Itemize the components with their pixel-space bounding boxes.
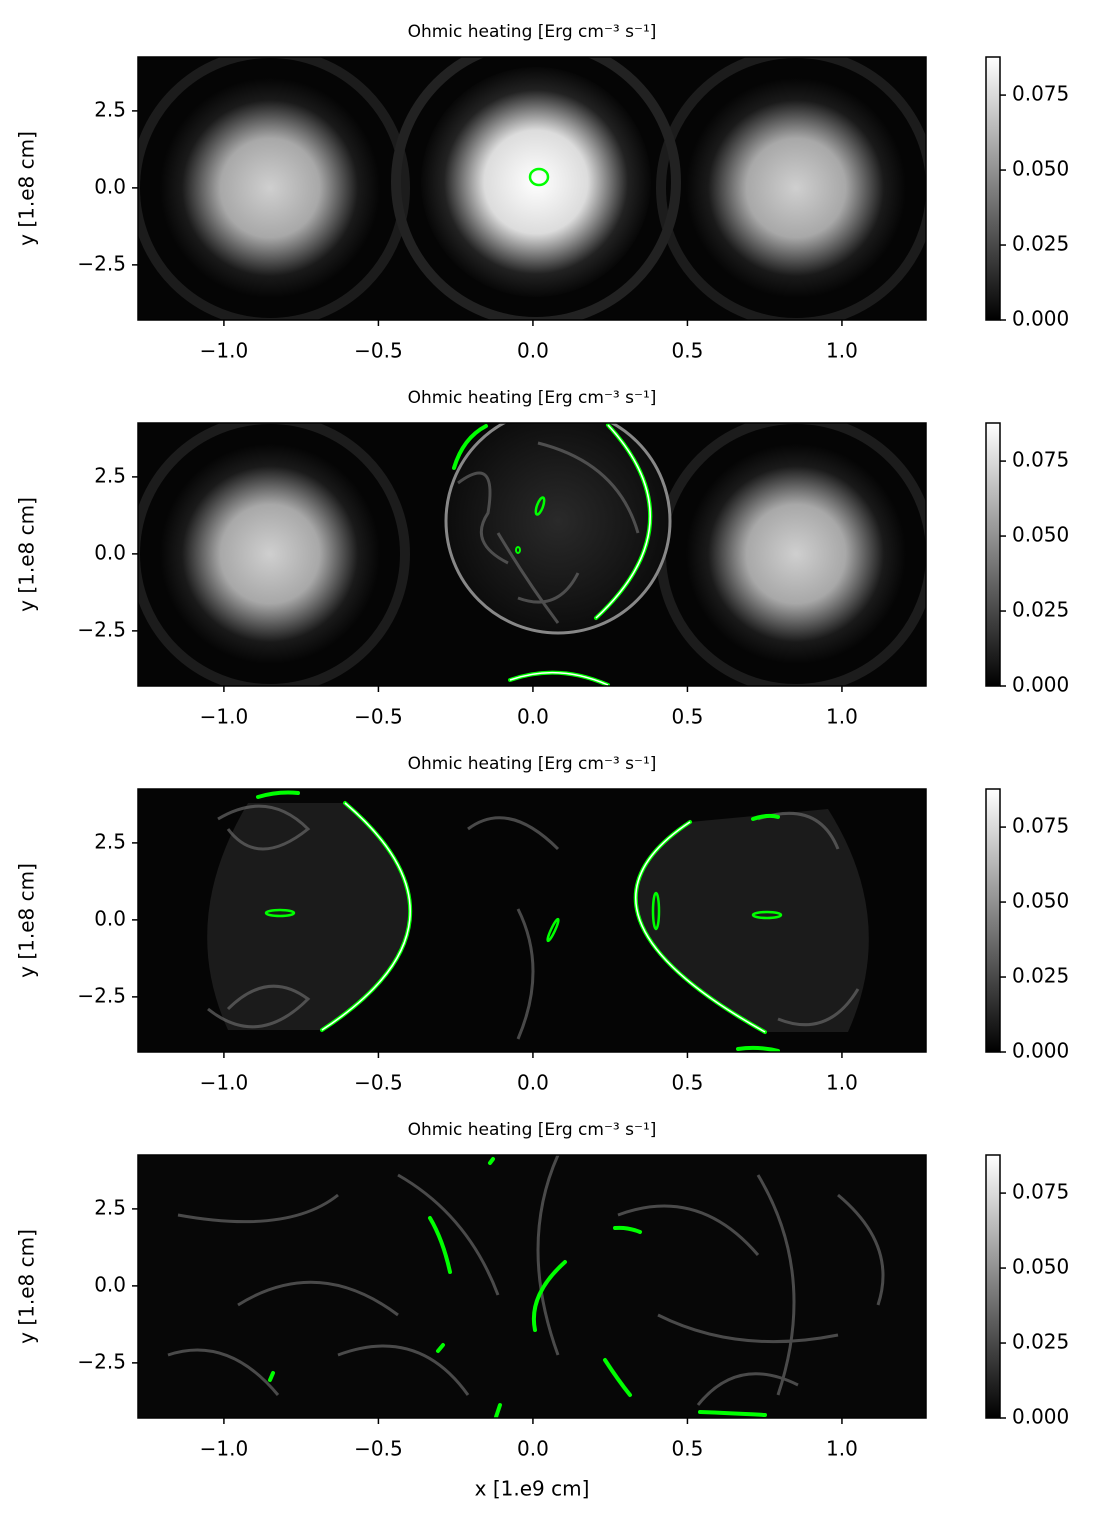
x-tick-label: 0.5	[672, 1437, 704, 1461]
colorbar-tick-label: 0.075	[1012, 1180, 1069, 1204]
x-tick-label: 0.5	[672, 339, 704, 363]
field-image	[138, 789, 926, 1052]
y-tick-label: −2.5	[77, 251, 126, 275]
colorbar-tick-label: 0.025	[1012, 1330, 1069, 1354]
x-tick-label: 1.0	[826, 1071, 858, 1095]
x-tick-label: 0.0	[517, 1071, 549, 1095]
y-tick-label: 2.5	[94, 97, 126, 121]
colorbar-tick-label: 0.050	[1012, 889, 1069, 913]
colorbar-tick-label: 0.000	[1012, 1039, 1069, 1063]
colorbar-tick-label: 0.025	[1012, 232, 1069, 256]
colorbar-tick-label: 0.025	[1012, 598, 1069, 622]
colorbar-tick-label: 0.050	[1012, 1255, 1069, 1279]
y-tick-label: 2.5	[94, 463, 126, 487]
chart-title: Ohmic heating [Erg cm⁻³ s⁻¹]	[408, 754, 657, 774]
y-tick-label: 0.0	[94, 540, 126, 564]
colorbar	[985, 422, 1001, 687]
field-image	[138, 1155, 926, 1418]
x-tick-label: −0.5	[354, 1071, 403, 1095]
field-image	[138, 57, 926, 320]
colorbar-tick-label: 0.075	[1012, 82, 1069, 106]
colorbar-tick-label: 0.050	[1012, 157, 1069, 181]
y-axis-label: y [1.e8 cm]	[15, 863, 39, 978]
x-tick-label: −0.5	[354, 339, 403, 363]
x-tick-label: 0.0	[517, 1437, 549, 1461]
chart-title: Ohmic heating [Erg cm⁻³ s⁻¹]	[408, 1120, 657, 1140]
colorbar-tick-label: 0.025	[1012, 964, 1069, 988]
colorbar-tick-label: 0.000	[1012, 307, 1069, 331]
x-tick-label: −0.5	[354, 1437, 403, 1461]
x-tick-label: −0.5	[354, 705, 403, 729]
x-tick-label: 1.0	[826, 705, 858, 729]
field-image	[138, 423, 926, 686]
colorbar	[985, 56, 1001, 321]
x-tick-label: 1.0	[826, 339, 858, 363]
y-tick-label: −2.5	[77, 1349, 126, 1373]
y-tick-label: 2.5	[94, 1195, 126, 1219]
chart-title: Ohmic heating [Erg cm⁻³ s⁻¹]	[408, 22, 657, 42]
y-axis-label: y [1.e8 cm]	[15, 1229, 39, 1344]
y-tick-label: 0.0	[94, 906, 126, 930]
y-axis-label: y [1.e8 cm]	[15, 497, 39, 612]
x-tick-label: 1.0	[826, 1437, 858, 1461]
x-tick-label: 0.5	[672, 1071, 704, 1095]
x-tick-label: 0.0	[517, 705, 549, 729]
chart-title: Ohmic heating [Erg cm⁻³ s⁻¹]	[408, 388, 657, 408]
colorbar-tick-label: 0.050	[1012, 523, 1069, 547]
colorbar-tick-label: 0.075	[1012, 448, 1069, 472]
colorbar-tick-label: 0.075	[1012, 814, 1069, 838]
colorbar	[985, 788, 1001, 1053]
colorbar	[985, 1154, 1001, 1419]
x-axis-label: x [1.e9 cm]	[475, 1477, 590, 1501]
y-tick-label: 2.5	[94, 829, 126, 853]
y-tick-label: −2.5	[77, 617, 126, 641]
x-tick-label: −1.0	[200, 1437, 249, 1461]
colorbar-tick-label: 0.000	[1012, 673, 1069, 697]
x-tick-label: −1.0	[200, 705, 249, 729]
x-tick-label: 0.0	[517, 339, 549, 363]
y-tick-label: −2.5	[77, 983, 126, 1007]
y-tick-label: 0.0	[94, 174, 126, 198]
y-axis-label: y [1.e8 cm]	[15, 131, 39, 246]
x-tick-label: −1.0	[200, 339, 249, 363]
x-tick-label: −1.0	[200, 1071, 249, 1095]
y-tick-label: 0.0	[94, 1272, 126, 1296]
x-tick-label: 0.5	[672, 705, 704, 729]
colorbar-tick-label: 0.000	[1012, 1405, 1069, 1429]
